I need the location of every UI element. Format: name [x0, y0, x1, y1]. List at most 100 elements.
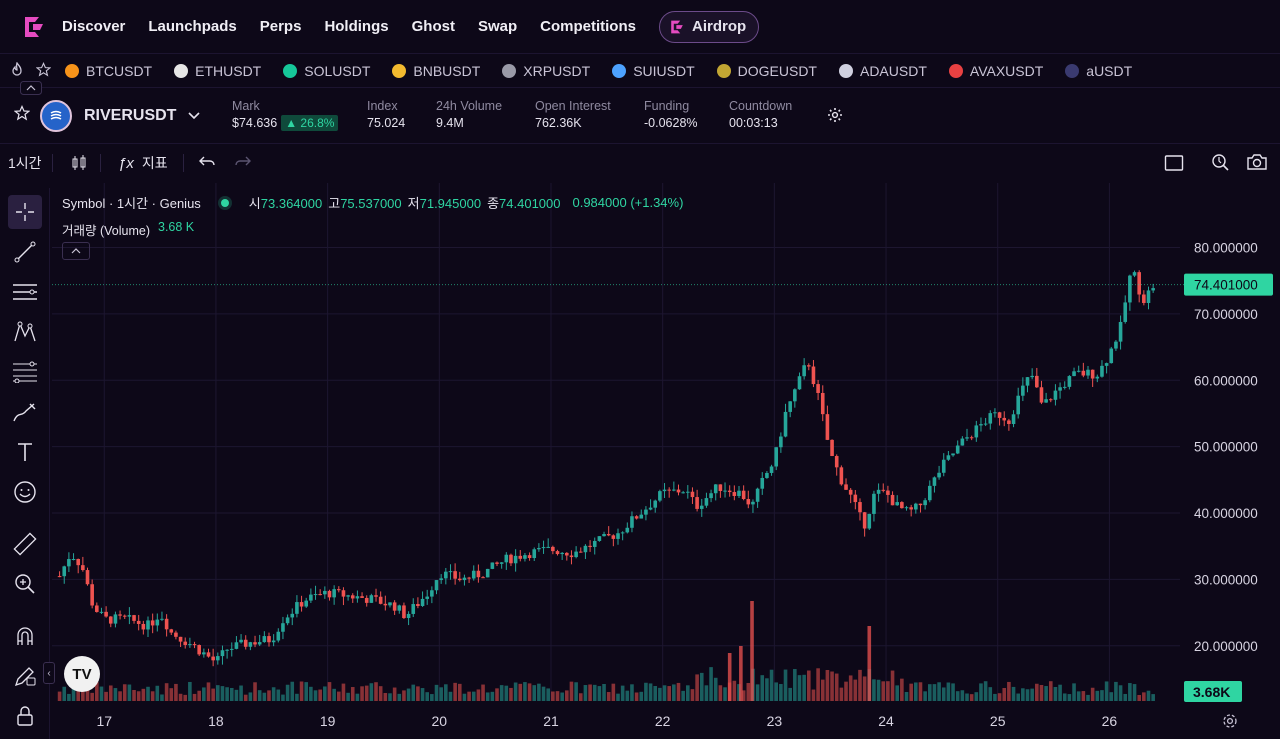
candle-body — [639, 514, 644, 519]
pencil-lock-icon — [14, 667, 36, 687]
volume-bar — [862, 676, 867, 701]
volume-bar — [1011, 686, 1016, 701]
ticker-avaxusdt[interactable]: AVAXUSDT — [948, 63, 1043, 79]
mark-stat: Mark $74.636 ▲ 26.8% — [232, 99, 339, 131]
chart-settings-icon[interactable] — [1222, 713, 1238, 734]
emoji-tool[interactable] — [0, 472, 50, 512]
volume-bar — [1048, 681, 1053, 701]
ticker-dogeusdt[interactable]: DOGEUSDT — [716, 63, 817, 79]
camera-icon[interactable] — [1246, 153, 1268, 174]
ticker-suiusdt[interactable]: SUIUSDT — [612, 63, 695, 79]
volume-bar — [1025, 689, 1030, 701]
candle-body — [411, 604, 416, 614]
volume-bar — [430, 694, 434, 701]
ticker-ethusdt[interactable]: ETHUSDT — [174, 63, 261, 79]
volume-bar — [378, 686, 383, 701]
volume-bar — [695, 674, 699, 701]
candle-body — [918, 503, 923, 506]
function-icon: ƒx — [118, 154, 134, 172]
candle-body — [620, 532, 625, 534]
volume-bar — [746, 683, 751, 701]
fib-tool[interactable] — [0, 352, 50, 392]
candle-type-icon[interactable] — [70, 154, 88, 175]
collapse-legend-icon[interactable] — [62, 242, 90, 260]
funding-label: Funding — [644, 99, 690, 113]
nav-launchpads[interactable]: Launchpads — [148, 18, 237, 35]
volume-bar — [1100, 690, 1104, 701]
candle-body — [741, 490, 746, 500]
volume-bar — [1132, 684, 1137, 701]
zoom-settings-icon[interactable] — [1210, 152, 1230, 175]
volume-bar — [471, 691, 476, 701]
volume-bar — [946, 682, 951, 701]
volume-bar — [993, 693, 997, 701]
favorites-star-icon[interactable] — [35, 61, 52, 80]
magnet-tool[interactable] — [0, 616, 50, 656]
volume-bar — [267, 690, 271, 701]
zoom-in-tool[interactable] — [0, 564, 50, 604]
candle-body — [551, 546, 555, 552]
collapse-up-icon[interactable] — [20, 81, 42, 100]
volume-bar — [611, 683, 616, 701]
volume-bar — [197, 690, 201, 701]
symbol-name[interactable]: RIVERUSDT — [84, 106, 177, 124]
ruler-tool[interactable] — [0, 524, 50, 564]
ticker-adausdt[interactable]: ADAUSDT — [838, 63, 927, 79]
nav-swap[interactable]: Swap — [477, 18, 518, 35]
candle-body — [746, 499, 751, 505]
candle-body — [383, 603, 388, 606]
indicators-button[interactable]: ƒx 지표 — [118, 153, 168, 173]
volume-bar — [834, 673, 839, 701]
interval-selector[interactable]: 1시간 — [8, 155, 42, 171]
candle-body — [457, 578, 462, 581]
trendline-tool[interactable] — [0, 232, 50, 272]
candle-body — [178, 636, 183, 642]
app-logo-icon[interactable] — [20, 13, 48, 41]
tradingview-logo-icon[interactable]: TV — [64, 656, 100, 692]
nav-ghost[interactable]: Ghost — [411, 18, 455, 35]
volume-bar — [648, 683, 653, 701]
favorite-star-icon[interactable] — [13, 105, 31, 126]
volume-bar — [1044, 686, 1048, 701]
horizontal-lines-tool[interactable] — [0, 272, 50, 312]
nav-holdings[interactable]: Holdings — [324, 18, 389, 35]
undo-icon[interactable] — [198, 154, 216, 173]
candle-body — [588, 545, 592, 547]
ticker-solusdt[interactable]: SOLUSDT — [283, 63, 370, 79]
volume-bar — [518, 683, 523, 701]
volume-bar — [388, 693, 392, 701]
volume-bar — [1030, 688, 1034, 701]
volume-bar — [188, 681, 192, 701]
redo-icon[interactable] — [234, 154, 252, 173]
candle-body — [462, 577, 467, 581]
text-tool[interactable] — [0, 432, 50, 472]
ticker-bnbusdt[interactable]: BNBUSDT — [392, 63, 480, 79]
candle-body — [1123, 302, 1128, 322]
volume-bar — [216, 685, 220, 701]
candle-body — [225, 649, 229, 651]
settings-gear-icon[interactable] — [827, 107, 843, 128]
pattern-tool[interactable] — [0, 312, 50, 352]
ticker-btcusdt[interactable]: BTCUSDT — [65, 63, 152, 79]
airdrop-button[interactable]: Airdrop — [658, 10, 760, 43]
volume-bar — [886, 681, 890, 701]
candle-body — [1114, 341, 1118, 349]
nav-competitions[interactable]: Competitions — [540, 18, 636, 35]
brush-tool[interactable] — [0, 392, 50, 432]
volume-bar — [904, 691, 909, 701]
nav-perps[interactable]: Perps — [259, 18, 302, 35]
fullscreen-icon[interactable] — [1164, 154, 1184, 175]
chevron-down-icon[interactable] — [188, 107, 201, 125]
ticker-ausdt[interactable]: aUSDT — [1065, 63, 1132, 79]
collapse-toolbar-icon[interactable]: ‹ — [43, 662, 55, 684]
ticker-xrpusdt[interactable]: XRPUSDT — [502, 63, 590, 79]
candle-body — [890, 494, 895, 506]
trending-flame-icon[interactable] — [10, 61, 24, 79]
crosshair-tool[interactable] — [0, 192, 50, 232]
price-chart[interactable]: 80.000000 70.000000 60.000000 50.000000 40.0… — [52, 183, 1280, 739]
draw-lock-tool[interactable] — [0, 656, 50, 696]
candle-body — [955, 445, 960, 454]
nav-discover[interactable]: Discover — [62, 18, 126, 35]
lock-tool[interactable] — [0, 696, 50, 736]
volume-bar — [411, 684, 416, 701]
